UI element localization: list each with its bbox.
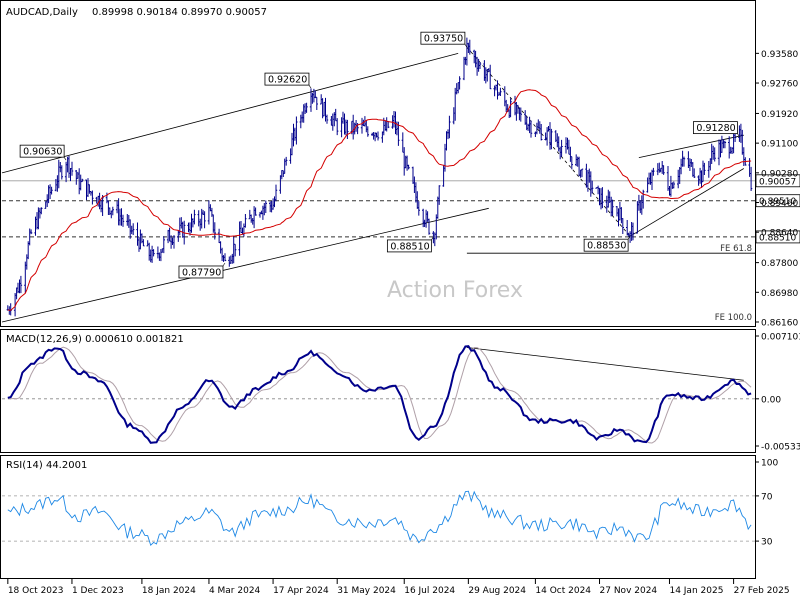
x-axis-tick-label: 4 Mar 2024 (209, 586, 261, 596)
price-bars (6, 37, 753, 317)
pivot-label-leader (431, 236, 434, 241)
x-axis-tick-label: 16 Jul 2024 (404, 586, 455, 596)
label-layer: 0.89510 0.88510 0.90057 FE 61.8 FE 100.0 0.90… (19, 31, 800, 323)
trendline-upper-channel (1, 52, 459, 174)
level-label: 0.89510 (759, 197, 796, 207)
price-axis-tick-label: 0.86980 (761, 289, 798, 299)
rsi-panel (0, 455, 756, 579)
level-label: 0.88510 (759, 233, 796, 243)
price-axis-tick-label: 0.89460 (761, 199, 798, 209)
macd-panel (0, 329, 756, 453)
price-axis-tick-label: 0.87800 (761, 259, 798, 269)
price-axis-tick-label: 0.86160 (761, 319, 798, 329)
price-axis-tick-label: 0.88640 (761, 229, 798, 239)
rsi-axis-tick-label: 30 (761, 538, 773, 548)
price-axis-tick-label: 0.90280 (761, 169, 798, 179)
series-layer (6, 37, 753, 547)
pivot-label: 0.88530 (587, 241, 626, 252)
current-price-label: 0.90057 (759, 177, 796, 187)
trendline-macd-divergence (466, 347, 744, 381)
pivot-label: 0.87790 (182, 267, 221, 278)
pivot-label-leader (308, 84, 312, 89)
price-axis-tick-label: 0.91100 (761, 140, 798, 150)
rsi-axis-tick-label: 100 (761, 459, 778, 469)
x-axis-tick-label: 1 Dec 2023 (72, 586, 124, 596)
x-axis-tick-label: 17 Apr 2024 (273, 586, 329, 596)
pivot-label: 0.90630 (23, 147, 62, 158)
pivot-label-leader (222, 262, 226, 267)
x-axis-tick-label: 27 Feb 2025 (734, 586, 790, 596)
pivot-label-box (264, 72, 310, 86)
macd-header: MACD(12,26,9) 0.000610 0.001821 (6, 334, 184, 345)
x-axis-tick-label: 14 Oct 2024 (535, 586, 591, 596)
pivot-label-leader (627, 236, 631, 240)
price-panel (0, 0, 756, 327)
macd-signal-line (7, 346, 752, 444)
watermark: Action Forex (387, 278, 523, 303)
chart-header-ohlc: 0.89998 0.90184 0.89970 0.90057 (92, 7, 267, 18)
x-axis-tick-label: 31 May 2024 (337, 586, 396, 596)
x-axis-tick-label: 14 Jan 2025 (669, 586, 723, 596)
pivot-label: 0.93750 (424, 34, 463, 45)
macd-line (7, 345, 752, 444)
pivot-label-leader (737, 133, 740, 137)
current-price-box (755, 174, 800, 188)
level-label-box (755, 230, 800, 244)
fe-projection-label: FE 61.8 (720, 244, 752, 254)
rsi-axis-tick-label: 70 (761, 492, 773, 502)
trendline-wedge-upper (638, 134, 744, 159)
moving-average-line (7, 89, 752, 311)
price-axis-tick-label: 0.91920 (761, 110, 798, 120)
pivot-label-box (178, 265, 224, 279)
pivot-label: 0.91280 (696, 123, 735, 134)
pivot-label: 0.92620 (268, 75, 307, 86)
pivot-label-box (420, 31, 466, 45)
x-axis-tick-label: 29 Aug 2024 (468, 586, 526, 596)
pivot-label: 0.88510 (390, 241, 429, 252)
fe-projection-label: FE 100.0 (715, 313, 752, 323)
price-axis-tick-label: 0.92760 (761, 80, 798, 90)
trendline-lower-channel (1, 207, 489, 323)
level-label-box (755, 194, 800, 208)
pivot-label-leader (63, 156, 67, 161)
price-axis-tick-label: 0.93580 (761, 50, 798, 60)
pivot-label-box (693, 121, 738, 135)
macd-axis-tick-label: 0.007101 (761, 333, 800, 343)
x-axis-tick-label: 18 Jan 2024 (142, 586, 196, 596)
pivot-label-leader (464, 44, 468, 48)
axis-layer: 0.93580 0.92760 0.91920 0.91100 0.90280 0.894… (7, 50, 800, 596)
x-axis-tick-label: 18 Oct 2023 (8, 586, 64, 596)
trendline-layer (1, 46, 745, 381)
pivot-label-box (386, 239, 432, 253)
rsi-line (7, 490, 752, 547)
macd-axis-tick-label: 0.00 (761, 395, 781, 405)
pivot-label-box (19, 144, 65, 158)
rsi-header: RSI(14) 44.2001 (6, 460, 87, 471)
pivot-label-box (583, 238, 629, 252)
trendline-wedge-lower (629, 168, 745, 237)
macd-axis-tick-label: -0.005333 (761, 443, 800, 453)
chart-header-symbol: AUDCAD,Daily (6, 7, 78, 18)
x-axis-tick-label: 27 Nov 2024 (600, 586, 658, 596)
